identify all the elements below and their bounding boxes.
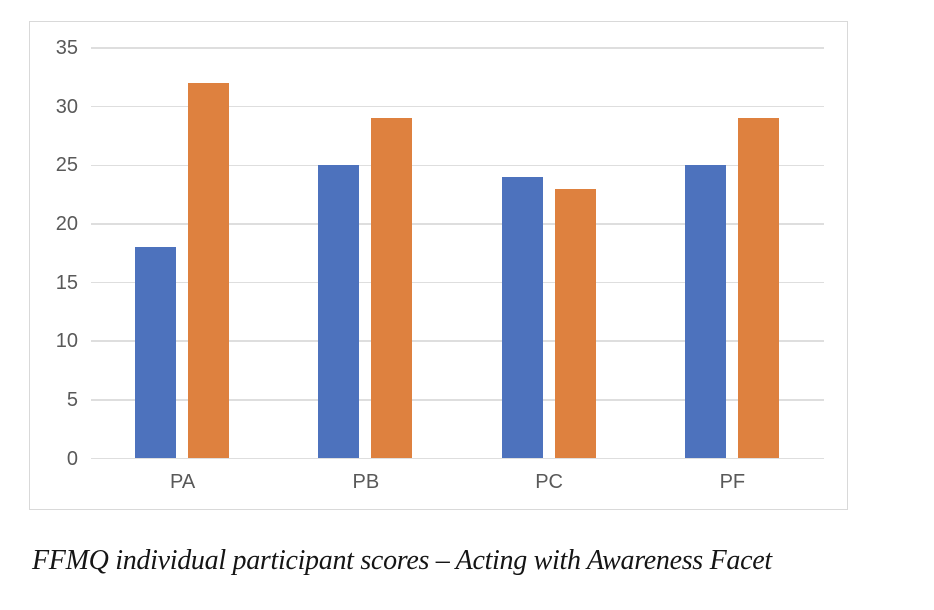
gridline-0 [91, 457, 824, 460]
gridline-15 [91, 281, 824, 284]
bar-blue-series-PC [501, 177, 543, 459]
gridline-30 [91, 105, 824, 108]
plot-area: 0 5 10 15 20 25 30 35 PA PB PC PF [30, 22, 847, 509]
gridline-35 [91, 47, 824, 49]
bar-blue-series-PF [684, 165, 726, 459]
x-tick-label-PA: PA [170, 471, 196, 493]
y-tick-label-25: 25 [55, 154, 78, 177]
bar-orange-series-PF [737, 118, 779, 459]
bar-blue-series-PB [318, 165, 360, 459]
x-tick-label-PB: PB [352, 471, 380, 493]
x-tick-label-PF: PF [719, 471, 746, 493]
bar-orange-series-PB [371, 118, 413, 459]
bar-orange-series-PA [188, 83, 230, 459]
y-tick-label-5: 5 [66, 388, 78, 411]
y-tick-label-10: 10 [55, 330, 78, 353]
y-tick-label-30: 30 [55, 95, 78, 118]
y-tick-label-15: 15 [55, 271, 78, 294]
bar-blue-series-PA [135, 247, 177, 459]
gridline-5 [91, 399, 824, 401]
x-tick-label-PC: PC [535, 471, 564, 493]
gridline-20 [91, 223, 824, 225]
y-tick-label-20: 20 [55, 212, 78, 235]
gridline-25 [91, 164, 824, 167]
chart-frame: 0 5 10 15 20 25 30 35 PA PB PC PF [29, 21, 848, 510]
gridline-10 [91, 340, 824, 342]
figure-caption: FFMQ individual participant scores – Act… [32, 545, 772, 576]
y-tick-label-0: 0 [66, 447, 78, 470]
y-tick-label-35: 35 [55, 37, 78, 59]
bar-orange-series-PC [554, 188, 596, 459]
